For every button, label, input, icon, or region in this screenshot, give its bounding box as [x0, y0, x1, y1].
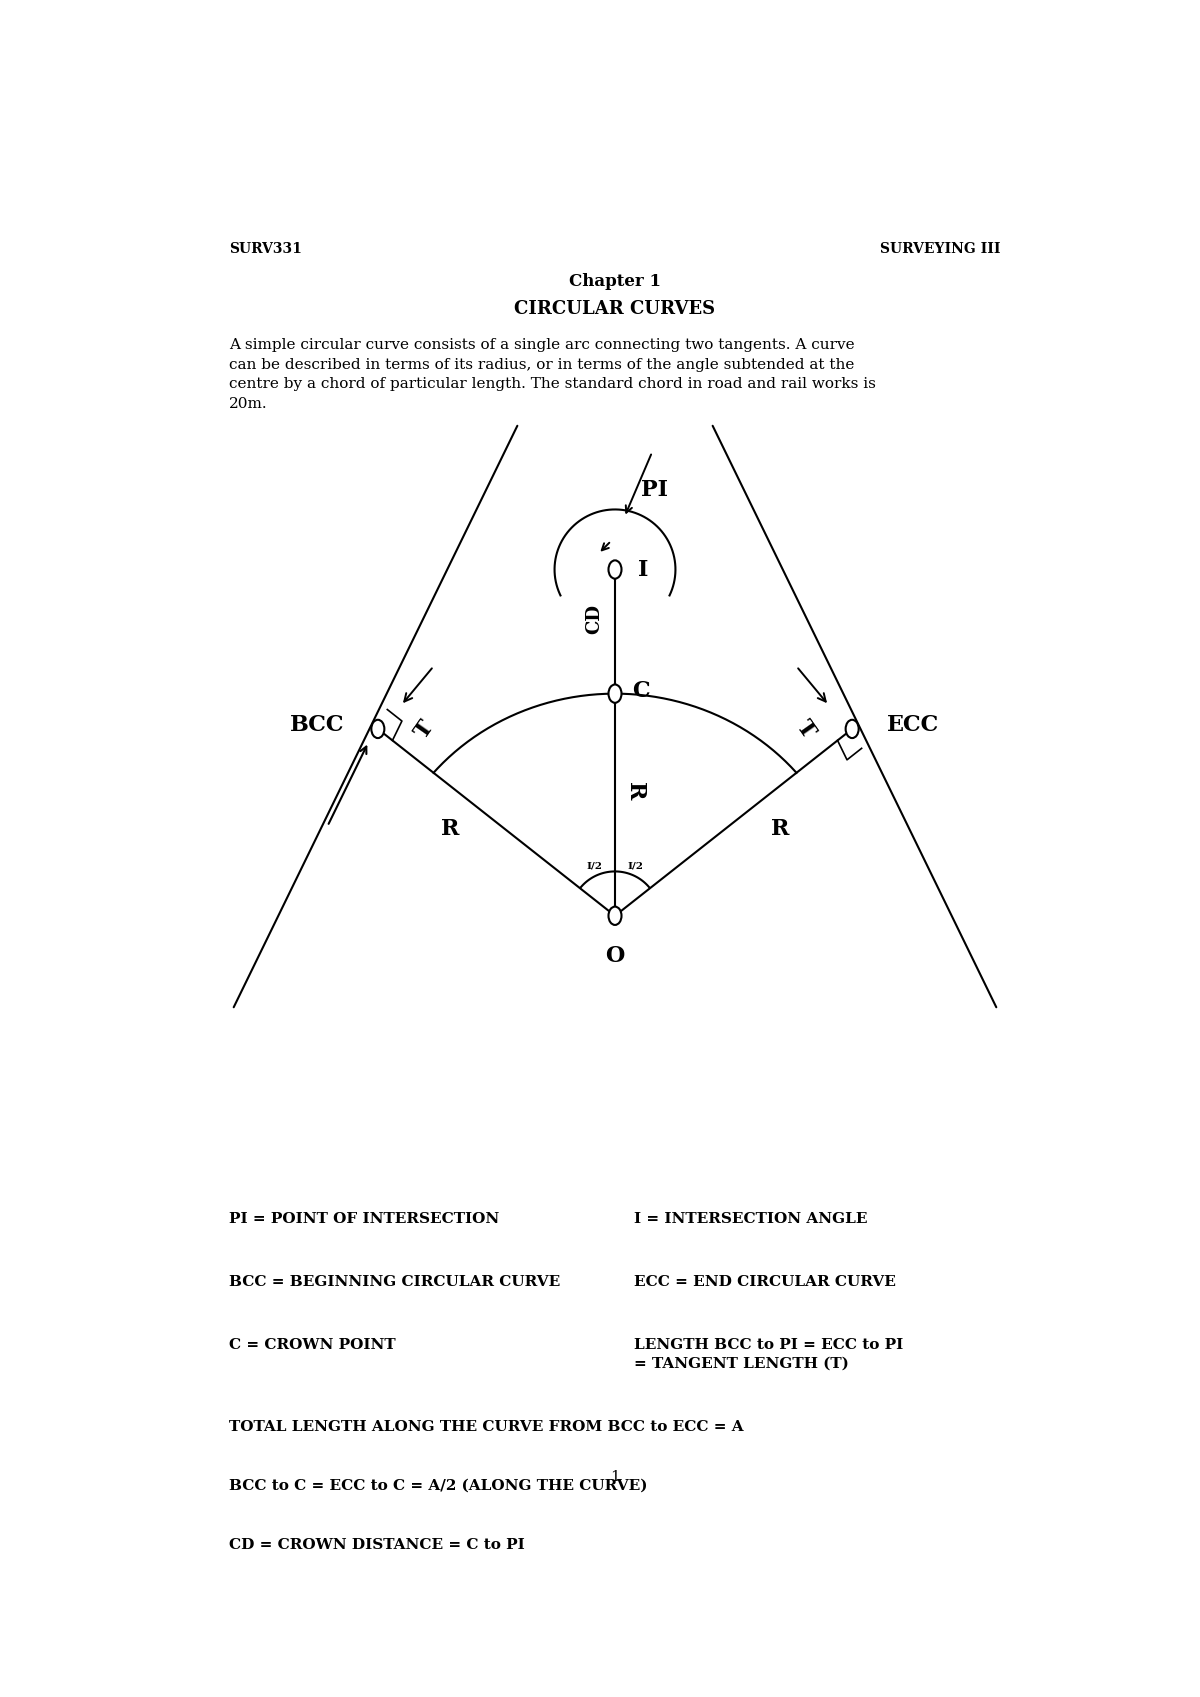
Text: 1: 1 — [610, 1470, 620, 1485]
Text: O: O — [605, 945, 625, 967]
Text: CIRCULAR CURVES: CIRCULAR CURVES — [515, 300, 715, 319]
Text: T: T — [792, 716, 820, 743]
Circle shape — [608, 906, 622, 925]
Text: BCC to C = ECC to C = A/2 (ALONG THE CURVE): BCC to C = ECC to C = A/2 (ALONG THE CUR… — [229, 1480, 648, 1493]
Text: I/2: I/2 — [628, 862, 643, 871]
Text: TOTAL LENGTH ALONG THE CURVE FROM BCC to ECC = A: TOTAL LENGTH ALONG THE CURVE FROM BCC to… — [229, 1420, 744, 1434]
Circle shape — [608, 560, 622, 579]
Text: C = CROWN POINT: C = CROWN POINT — [229, 1337, 396, 1353]
Text: R: R — [624, 782, 647, 801]
Text: I: I — [638, 558, 649, 580]
Circle shape — [371, 720, 384, 738]
Text: I = INTERSECTION ANGLE: I = INTERSECTION ANGLE — [634, 1212, 868, 1227]
Text: PI = POINT OF INTERSECTION: PI = POINT OF INTERSECTION — [229, 1212, 499, 1227]
Text: R: R — [770, 818, 790, 840]
Text: Chapter 1: Chapter 1 — [569, 273, 661, 290]
Text: ECC = END CIRCULAR CURVE: ECC = END CIRCULAR CURVE — [634, 1274, 895, 1290]
Text: I/2: I/2 — [587, 862, 602, 871]
Text: A simple circular curve consists of a single arc connecting two tangents. A curv: A simple circular curve consists of a si… — [229, 338, 876, 411]
Circle shape — [608, 684, 622, 703]
Text: PI: PI — [641, 479, 668, 501]
Text: BCC = BEGINNING CIRCULAR CURVE: BCC = BEGINNING CIRCULAR CURVE — [229, 1274, 560, 1290]
Circle shape — [846, 720, 859, 738]
Text: SURVEYING III: SURVEYING III — [881, 241, 1001, 256]
Text: C: C — [631, 680, 649, 703]
Text: SURV331: SURV331 — [229, 241, 302, 256]
Text: LENGTH BCC to PI = ECC to PI
= TANGENT LENGTH (T): LENGTH BCC to PI = ECC to PI = TANGENT L… — [634, 1337, 902, 1369]
Text: ECC: ECC — [887, 714, 938, 736]
Text: CD: CD — [586, 604, 604, 633]
Text: CD = CROWN DISTANCE = C to PI: CD = CROWN DISTANCE = C to PI — [229, 1537, 524, 1551]
Text: BCC: BCC — [290, 714, 344, 736]
Text: T: T — [410, 716, 438, 743]
Text: R: R — [440, 818, 460, 840]
